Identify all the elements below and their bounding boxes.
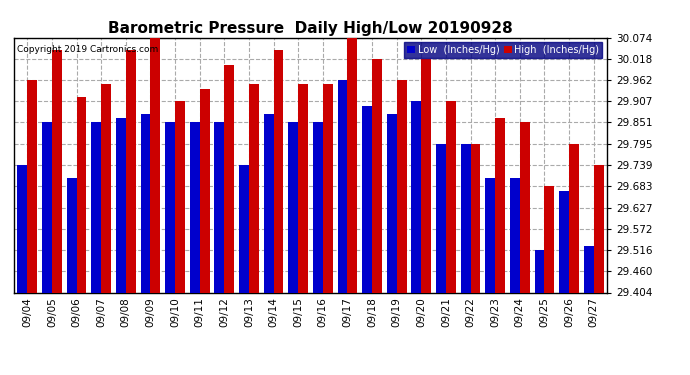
Title: Barometric Pressure  Daily High/Low 20190928: Barometric Pressure Daily High/Low 20190… bbox=[108, 21, 513, 36]
Bar bbox=[362, 106, 372, 292]
Bar bbox=[52, 51, 62, 292]
Bar bbox=[175, 101, 185, 292]
Bar bbox=[436, 144, 446, 292]
Bar bbox=[264, 114, 273, 292]
Bar bbox=[224, 65, 234, 292]
Bar bbox=[273, 51, 284, 292]
Bar bbox=[510, 178, 520, 292]
Text: Copyright 2019 Cartronics.com: Copyright 2019 Cartronics.com bbox=[17, 45, 158, 54]
Bar bbox=[485, 178, 495, 292]
Bar bbox=[165, 122, 175, 292]
Bar bbox=[101, 84, 111, 292]
Bar bbox=[298, 84, 308, 292]
Bar bbox=[17, 165, 28, 292]
Bar bbox=[411, 101, 422, 292]
Bar bbox=[249, 84, 259, 292]
Bar bbox=[116, 118, 126, 292]
Bar bbox=[215, 122, 224, 292]
Bar bbox=[77, 97, 86, 292]
Bar bbox=[28, 80, 37, 292]
Bar bbox=[535, 250, 544, 292]
Bar bbox=[372, 59, 382, 292]
Bar bbox=[288, 122, 298, 292]
Bar bbox=[593, 165, 604, 292]
Bar bbox=[471, 144, 480, 292]
Bar bbox=[387, 114, 397, 292]
Bar bbox=[42, 122, 52, 292]
Bar bbox=[141, 114, 150, 292]
Bar bbox=[190, 122, 199, 292]
Bar bbox=[520, 122, 530, 292]
Bar bbox=[323, 84, 333, 292]
Bar bbox=[397, 80, 406, 292]
Bar bbox=[461, 144, 471, 292]
Bar bbox=[126, 51, 136, 292]
Bar bbox=[584, 246, 593, 292]
Bar bbox=[495, 118, 505, 292]
Bar bbox=[337, 80, 348, 292]
Bar bbox=[446, 101, 456, 292]
Bar bbox=[348, 38, 357, 292]
Bar bbox=[91, 122, 101, 292]
Bar bbox=[569, 144, 579, 292]
Bar bbox=[313, 122, 323, 292]
Bar bbox=[150, 38, 160, 292]
Bar bbox=[559, 191, 569, 292]
Bar bbox=[199, 88, 210, 292]
Bar bbox=[67, 178, 77, 292]
Bar bbox=[422, 59, 431, 292]
Bar bbox=[544, 186, 554, 292]
Legend: Low  (Inches/Hg), High  (Inches/Hg): Low (Inches/Hg), High (Inches/Hg) bbox=[404, 42, 602, 58]
Bar bbox=[239, 165, 249, 292]
